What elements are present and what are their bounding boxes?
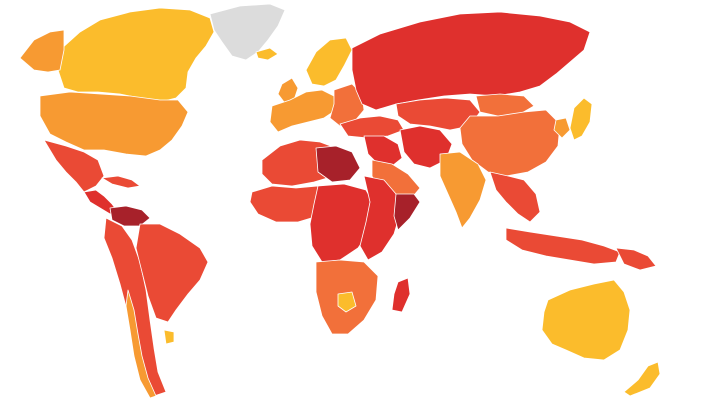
region-png[interactable] [615,247,657,271]
region-mongolia[interactable] [475,93,535,117]
region-southeast-asia[interactable] [489,171,541,223]
region-japan[interactable] [569,97,593,141]
region-alaska[interactable] [19,29,65,73]
region-middle-east[interactable] [363,135,403,167]
region-usa[interactable] [39,91,189,157]
region-brazil[interactable] [135,223,209,323]
region-canada[interactable] [57,7,215,103]
region-east-africa[interactable] [359,175,401,261]
region-uruguay[interactable] [163,329,175,345]
region-indonesia[interactable] [505,227,621,265]
region-central-africa[interactable] [309,183,377,263]
region-korea[interactable] [553,117,571,139]
region-mexico[interactable] [43,139,105,193]
region-greenland[interactable] [209,3,286,61]
region-australia[interactable] [541,279,631,361]
region-cuba[interactable] [101,175,141,189]
region-venezuela[interactable] [109,205,151,227]
region-russia[interactable] [351,11,591,111]
region-new-zealand[interactable] [623,361,661,397]
region-chile[interactable] [125,289,157,399]
region-china[interactable] [459,109,561,177]
region-somalia[interactable] [393,193,421,231]
region-western-europe[interactable] [269,89,337,133]
region-madagascar[interactable] [391,277,411,313]
region-india[interactable] [439,151,487,229]
region-iceland[interactable] [255,47,279,61]
region-libya[interactable] [315,145,361,183]
region-scandinavia[interactable] [305,37,353,87]
region-botswana[interactable] [337,291,357,313]
